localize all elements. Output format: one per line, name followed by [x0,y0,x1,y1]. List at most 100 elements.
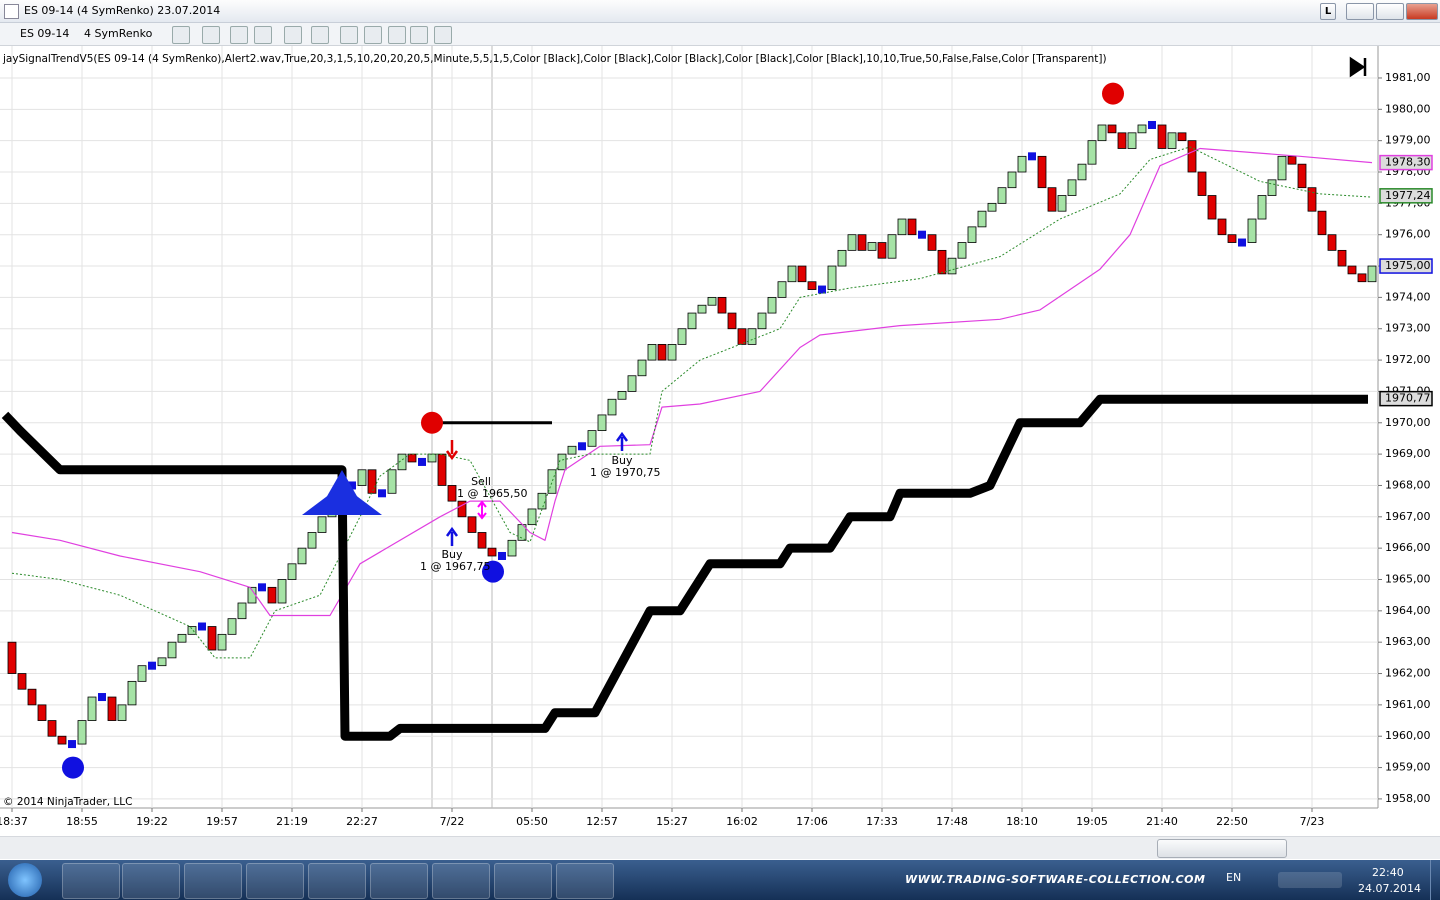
properties-button[interactable] [388,26,406,44]
doji-brick [1238,238,1246,247]
trade-fill: 1 @ 1967,75 [420,560,490,573]
doji-brick [148,661,156,670]
close-button[interactable] [1406,3,1438,20]
clock-date[interactable]: 24.07.2014 [1358,882,1421,895]
up-brick [127,680,137,706]
swing-marker [62,756,84,779]
chrome-icon[interactable] [184,863,242,899]
down-brick [1297,163,1307,189]
scroll-thumb[interactable] [1157,839,1287,858]
taskbar: WWW.TRADING-SOFTWARE-COLLECTION.COM EN 2… [0,860,1440,900]
y-tick-label: 1981,00 [1385,71,1431,84]
down-brick [487,547,497,557]
down-brick [727,312,737,330]
tray-icons[interactable] [1278,872,1342,888]
up-brick [967,226,977,243]
notepad-icon[interactable] [246,863,304,899]
up-brick [1247,218,1257,243]
x-tick-label: 18:37 [0,815,28,828]
down-brick [877,242,887,259]
search-button[interactable] [311,26,329,44]
strategies-button[interactable] [364,26,382,44]
y-tick-label: 1961,00 [1385,698,1431,711]
doji-brick [918,230,926,239]
scrollbar[interactable] [0,836,1440,859]
ninjatrader-icon[interactable] [370,863,428,899]
data-box-button[interactable] [434,26,452,44]
up-brick [707,296,717,306]
indicators-button[interactable] [340,26,358,44]
language[interactable]: EN [1226,871,1242,884]
ninjatrader-icon[interactable] [494,863,552,899]
show-desktop[interactable] [1430,860,1440,900]
up-brick [1057,195,1067,212]
search-icon[interactable] [122,863,180,899]
up-brick [867,242,877,251]
up-brick [617,391,627,400]
orders-button[interactable] [410,26,428,44]
down-brick [367,469,377,494]
down-brick [477,532,487,549]
y-tick-label: 1974,00 [1385,290,1431,303]
title-bar: ES 09-14 (4 SymRenko) 23.07.2014 L [0,0,1440,23]
up-brick [567,445,577,455]
cursor-button[interactable] [284,26,302,44]
down-brick [1317,210,1327,236]
y-tick-label: 1972,00 [1385,353,1431,366]
up-brick [1017,155,1027,173]
down-brick [1307,187,1317,212]
doji-brick [258,583,266,592]
up-brick [87,696,97,721]
y-tick-label: 1960,00 [1385,729,1431,742]
up-brick [1087,140,1097,165]
chart: Sell 1 @ 1965,50 Buy 1 @ 1967,75 Buy 1 @… [0,46,1433,828]
save-icon[interactable] [432,863,490,899]
start-button[interactable] [8,863,42,897]
explorer-icon[interactable] [62,863,120,899]
app-icon [4,4,19,19]
down-brick [1187,140,1197,173]
x-tick-label: 17:33 [866,815,898,828]
up-brick [687,312,697,330]
up-brick [217,633,227,651]
indicator-label: jaySignalTrendV5(ES 09-14 (4 SymRenko),A… [2,53,1107,65]
doji-brick [418,457,426,466]
window-icon[interactable] [556,863,614,899]
up-brick [997,187,1007,204]
swing-marker [1102,82,1124,105]
clock-time[interactable]: 22:40 [1372,866,1404,879]
y-tick-label: 1966,00 [1385,541,1431,554]
chart-type-select[interactable]: 4 SymRenko [84,27,153,40]
instrument-select[interactable]: ES 09-14 [20,27,70,40]
down-brick [657,344,667,361]
window-title: ES 09-14 (4 SymRenko) 23.07.2014 [24,4,221,17]
maximize-button[interactable] [1376,3,1404,20]
down-brick [207,626,217,651]
doji-brick [1028,152,1036,161]
up-brick [227,618,237,635]
x-tick-label: 05:50 [516,815,548,828]
zoom-out-button[interactable] [254,26,272,44]
down-brick [27,688,37,706]
window-badge[interactable]: L [1320,3,1336,20]
up-brick [507,539,517,557]
zoom-in-button[interactable] [230,26,248,44]
down-brick [457,500,467,518]
y-tick-label: 1977,00 [1385,196,1431,209]
up-brick [987,202,997,212]
doji-brick [378,489,386,498]
bar-type-button[interactable] [172,26,190,44]
up-brick [307,532,317,549]
up-brick [677,328,687,345]
trade-label: Buy [611,454,633,467]
up-brick [177,633,187,643]
up-brick [607,398,617,416]
draw-button[interactable] [202,26,220,44]
scroll-end-button[interactable] [1349,56,1367,78]
x-tick-label: 12:57 [586,815,618,828]
minimize-button[interactable] [1346,3,1374,20]
indicator-line [1,394,1368,741]
y-tick-label: 1964,00 [1385,604,1431,617]
editor-icon[interactable] [308,863,366,899]
x-tick-label: 15:27 [656,815,688,828]
